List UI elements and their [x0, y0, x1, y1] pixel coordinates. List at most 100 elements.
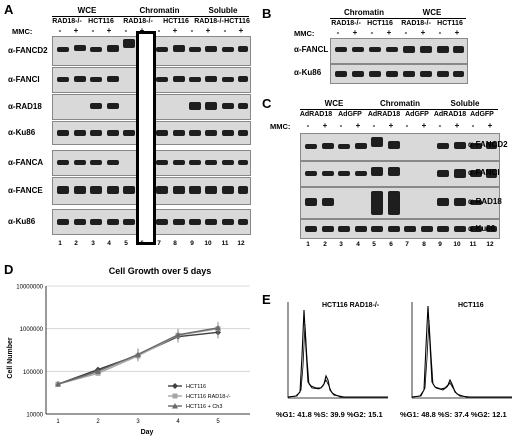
lane-number: 10: [204, 240, 212, 247]
data-point: [55, 381, 61, 387]
panel-b-blot-ku86: [330, 64, 468, 84]
y-tick-label: 100000: [23, 370, 44, 376]
x-tick-label: 2: [96, 419, 100, 425]
mmc-sign: -: [124, 26, 128, 35]
panel-c-header-wce: WCE: [324, 99, 344, 108]
y-tick-label: 1000000: [20, 327, 44, 333]
panel-a-letter: A: [4, 2, 14, 17]
mmc-sign: +: [137, 26, 147, 35]
panel-c-ab-rad18: α-RAD18: [468, 197, 502, 206]
mmc-sign: -: [404, 28, 408, 37]
panel-a-lane6-highlight-box: [136, 31, 156, 245]
panel-b-header-wce: WCE: [422, 8, 442, 17]
lane-number: 11: [469, 241, 477, 248]
lane-number: 1: [58, 240, 62, 247]
y-tick-label: 10000000: [16, 285, 43, 291]
lane-number: 9: [190, 240, 194, 247]
mmc-sign: +: [172, 26, 178, 35]
panel-a-ab-fance: α-FANCE: [8, 186, 43, 195]
panel-b-ab-fancl: α-FANCL: [294, 45, 329, 54]
panel-a-line-3: RAD18-/-: [123, 18, 153, 25]
panel-b-line-3: RAD18-/-: [401, 20, 431, 27]
panel-d-letter: D: [4, 262, 14, 277]
mmc-sign: -: [91, 26, 95, 35]
data-point: [172, 393, 178, 399]
panel-a-line-4: HCT116: [163, 18, 189, 25]
facs-stats-hct116: %G1: 48.8 %S: 37.4 %G2: 12.1: [400, 410, 507, 419]
panel-c-header-line: [300, 109, 498, 110]
mmc-sign: +: [238, 26, 244, 35]
mmc-sign: +: [454, 28, 460, 37]
lane-number: 2: [323, 241, 327, 248]
mmc-sign: -: [336, 28, 340, 37]
legend-entry: HCT116: [186, 384, 206, 390]
x-tick-label: 5: [216, 419, 220, 425]
facs-stats-rad18: %G1: 41.8 %S: 39.9 %G2: 15.1: [276, 410, 383, 419]
panel-c-blot-rad18: [300, 187, 500, 219]
panel-b-blot-fancl: [330, 38, 468, 64]
panel-c-header-chromatin: Chromatin: [380, 99, 420, 108]
lane-number: 6: [140, 240, 144, 247]
panel-c-vector-2: AdGFP: [338, 111, 362, 118]
panel-a-ab-ku86-2: α-Ku86: [8, 217, 36, 226]
x-tick-label: 3: [136, 419, 140, 425]
lane-number: 8: [422, 241, 426, 248]
legend-entry: HCT116 RAD18-/-: [186, 394, 231, 400]
panel-a-mmc-label: MMC:: [12, 27, 33, 36]
mmc-sign: +: [421, 121, 427, 130]
mmc-sign: -: [405, 121, 409, 130]
y-tick-label: 10000: [26, 413, 43, 419]
legend-entry: HCT116 + Ch3: [186, 404, 222, 410]
panel-b-ab-ku86: α-Ku86: [294, 68, 322, 77]
panel-a-header-wce: WCE: [77, 6, 97, 15]
mmc-sign: +: [388, 121, 394, 130]
lane-number: 6: [389, 241, 393, 248]
mmc-sign: +: [205, 26, 211, 35]
panel-b-line-4: HCT116: [437, 20, 463, 27]
lane-number: 9: [438, 241, 442, 248]
panel-b-letter: B: [262, 6, 272, 21]
lane-number: 2: [74, 240, 78, 247]
mmc-sign: -: [223, 26, 227, 35]
data-point: [172, 403, 178, 409]
mmc-sign: -: [157, 26, 161, 35]
panel-a-ab-ku86-1: α-Ku86: [8, 128, 36, 137]
panel-a-mmc-row: - + - + - + - + - + - +: [52, 26, 249, 36]
panel-b-line-2: HCT116: [367, 20, 393, 27]
mmc-sign: +: [386, 28, 392, 37]
panel-a-ab-fancd2: α-FANCD2: [8, 46, 48, 55]
mmc-sign: -: [370, 28, 374, 37]
panel-b-mmc-row: - + - + - + - +: [330, 28, 466, 38]
data-point: [172, 383, 178, 389]
data-point: [135, 351, 141, 357]
lane-number: 1: [306, 241, 310, 248]
x-tick-label: 4: [176, 419, 180, 425]
mmc-sign: -: [58, 26, 62, 35]
mmc-sign: -: [372, 121, 376, 130]
facs-histogram-hct116: [411, 302, 512, 399]
mmc-sign: +: [106, 26, 112, 35]
panel-c-header-soluble: Soluble: [450, 99, 480, 108]
panel-a-lane-numbers: 1 2 3 4 5 6 7 8 9 10 11 12: [52, 240, 249, 250]
panel-c-vector-3: AdRAD18: [367, 111, 401, 118]
panel-c-ab-fancd2: α-FANCD2: [468, 140, 508, 149]
panel-b-header-chromatin: Chromatin: [344, 8, 384, 17]
panel-b-mmc-label: MMC:: [294, 29, 315, 38]
chart-xlabel: Day: [141, 429, 154, 436]
data-point: [175, 331, 181, 338]
mmc-sign: +: [352, 28, 358, 37]
lane-number: 7: [405, 241, 409, 248]
mmc-sign: -: [438, 121, 442, 130]
mmc-sign: +: [487, 121, 493, 130]
lane-number: 5: [124, 240, 128, 247]
mmc-sign: +: [420, 28, 426, 37]
panel-c-vector-4: AdGFP: [405, 111, 429, 118]
chart-title: Cell Growth over 5 days: [108, 266, 212, 276]
panel-a-ab-fanci: α-FANCI: [8, 75, 40, 84]
panel-a-line-1: RAD18-/-: [52, 18, 82, 25]
panel-c-ab-fanci: α-FANCI: [468, 168, 500, 177]
lane-number: 12: [486, 241, 494, 248]
x-tick-label: 1: [56, 419, 60, 425]
panel-e-letter: E: [262, 292, 271, 307]
panel-c-ab-ku86: α-Ku86: [468, 224, 496, 233]
